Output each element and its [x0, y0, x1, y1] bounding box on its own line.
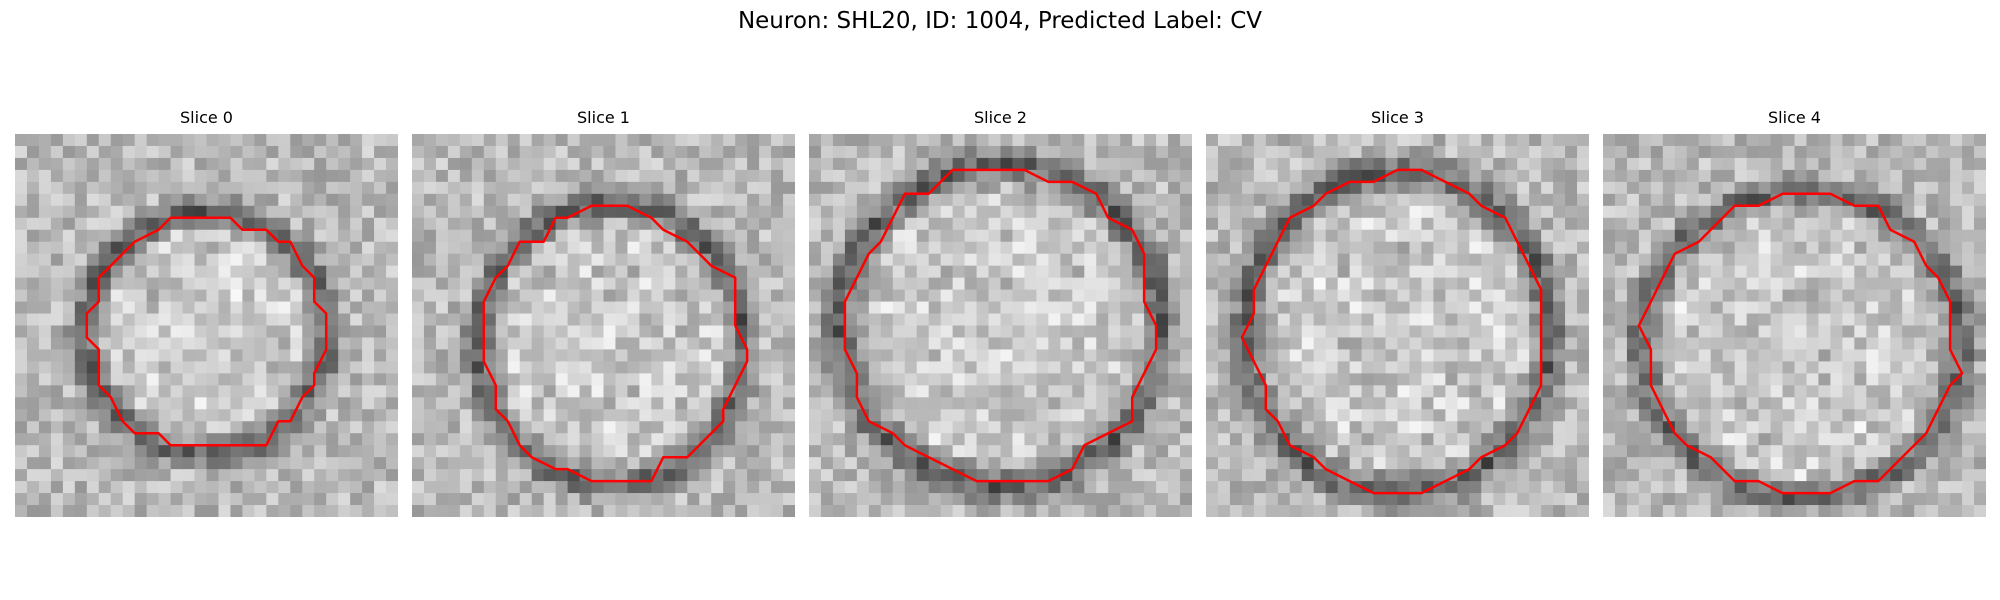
slice-title: Slice 3	[1371, 108, 1424, 127]
slice-title: Slice 4	[1768, 108, 1821, 127]
segmentation-contour	[843, 168, 1158, 483]
segmentation-contour	[482, 204, 749, 483]
segmentation-contour	[1240, 168, 1543, 495]
segmentation-contour	[1637, 192, 1964, 495]
slice-image	[809, 134, 1192, 517]
slice-title: Slice 1	[577, 108, 630, 127]
slice-title: Slice 0	[180, 108, 233, 127]
segmentation-contour	[85, 216, 328, 447]
slice-image	[15, 134, 398, 517]
figure-title: Neuron: SHL20, ID: 1004, Predicted Label…	[737, 8, 1263, 34]
slice-image	[1603, 134, 1986, 517]
slice-image	[1206, 134, 1589, 517]
slice-title: Slice 2	[974, 108, 1027, 127]
slice-image	[412, 134, 795, 517]
